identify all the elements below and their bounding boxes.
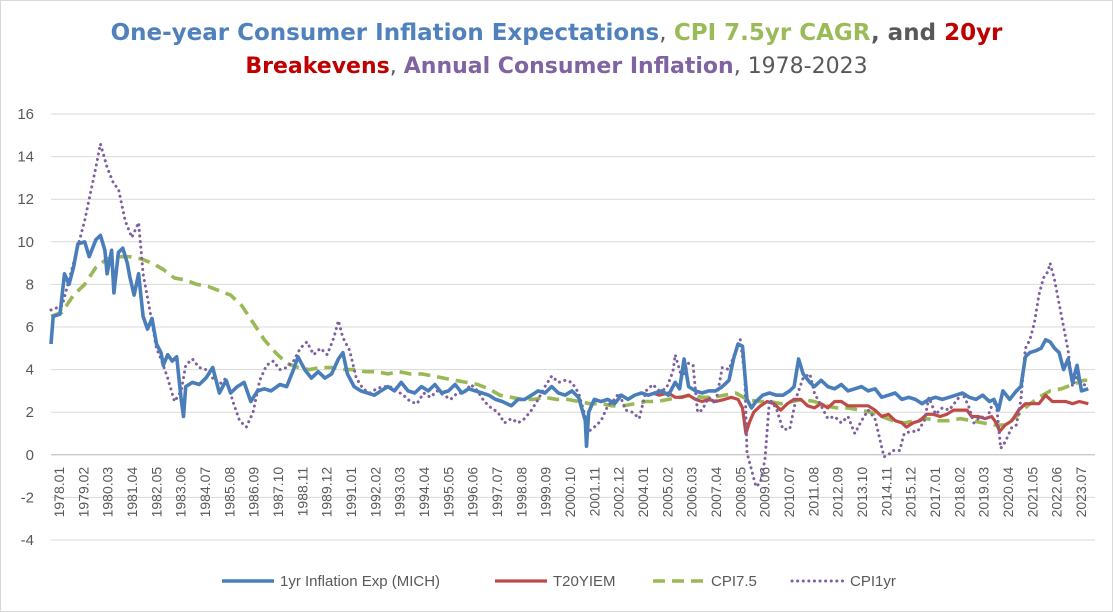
y-tick-label: 2 <box>26 404 34 421</box>
title-breakevens: Breakevens <box>245 54 390 79</box>
x-tick-label: 1987.10 <box>270 467 286 518</box>
x-tick-label: 1983.06 <box>173 467 189 518</box>
title-sep: , and <box>870 20 945 46</box>
x-tick-label: 1994.04 <box>416 467 432 518</box>
x-tick-label: 1993.03 <box>392 467 408 518</box>
title-years: 1978-2023 <box>747 54 868 79</box>
x-tick-label: 2021.05 <box>1024 467 1040 518</box>
legend-label: 1yr Inflation Exp (MICH) <box>280 573 440 590</box>
x-tick-label: 2020.04 <box>1000 467 1016 518</box>
x-tick-label: 2006.03 <box>684 467 700 518</box>
x-tick-label: 2008.05 <box>732 467 748 518</box>
x-tick-label: 2000.10 <box>562 467 578 518</box>
x-tick-label: 2019.03 <box>976 467 992 518</box>
x-tick-label: 2002.12 <box>611 467 627 518</box>
title-mich: One-year Consumer Inflation Expectations <box>110 20 660 46</box>
x-tick-label: 2012.09 <box>830 467 846 518</box>
x-tick-label: 1981.04 <box>124 467 140 518</box>
y-tick-label: 14 <box>17 149 34 166</box>
x-tick-label: 1986.09 <box>246 467 262 518</box>
y-tick-label: 12 <box>17 191 34 208</box>
y-tick-label: 6 <box>26 319 34 336</box>
y-tick-label: 8 <box>26 276 34 293</box>
x-tick-label: 2009.06 <box>757 467 773 518</box>
x-tick-label: 1996.06 <box>465 467 481 518</box>
x-tick-label: 2015.12 <box>903 467 919 518</box>
x-tick-label: 2010.07 <box>781 467 797 518</box>
x-tick-label: 2001.11 <box>586 467 602 517</box>
x-tick-label: 2013.10 <box>854 467 870 518</box>
y-tick-label: -2 <box>21 489 34 506</box>
x-tick-label: 1999.09 <box>538 467 554 518</box>
x-tick-label: 2005.02 <box>659 467 675 518</box>
title-cpi75: CPI 7.5yr CAGR <box>673 20 871 46</box>
legend-label: T20YIEM <box>553 573 616 590</box>
series-line-t20yiem <box>652 391 1089 436</box>
title-cpi1: Annual Consumer Inflation <box>403 54 734 79</box>
x-tick-label: 2017.01 <box>927 467 943 518</box>
x-tick-label: 2011.08 <box>805 467 821 517</box>
legend-label: CPI1yr <box>850 573 896 590</box>
title-20yr: 20yr <box>944 20 1003 46</box>
x-tick-label: 1997.07 <box>489 467 505 518</box>
title-sep: , <box>733 54 748 79</box>
x-tick-label: 1991.01 <box>343 467 359 518</box>
y-tick-label: 0 <box>26 447 34 464</box>
x-tick-label: 1984.07 <box>197 467 213 518</box>
x-tick-label: 1979.02 <box>75 467 91 518</box>
x-tick-label: 2007.04 <box>708 467 724 518</box>
x-tick-label: 1998.08 <box>513 467 529 518</box>
x-tick-label: 1988.11 <box>294 467 310 517</box>
x-tick-label: 2022.06 <box>1049 467 1065 518</box>
x-tick-label: 1978.01 <box>51 467 67 518</box>
x-tick-label: 1980.03 <box>100 467 116 518</box>
y-tick-label: 16 <box>17 106 34 123</box>
y-tick-label: 10 <box>17 234 34 251</box>
x-tick-label: 1989.12 <box>319 467 335 518</box>
title-sep: , <box>659 20 674 46</box>
x-tick-label: 1992.02 <box>367 467 383 518</box>
series-line-1yr-inflation-exp-mich- <box>49 233 1089 449</box>
y-tick-label: -4 <box>21 532 34 549</box>
x-tick-label: 2014.11 <box>878 467 894 517</box>
x-tick-label: 2018.02 <box>951 467 967 518</box>
legend-label: CPI7.5 <box>711 573 757 590</box>
x-tick-label: 2023.07 <box>1073 467 1089 518</box>
title-sep: , <box>389 54 404 79</box>
x-tick-label: 2004.01 <box>635 467 651 518</box>
x-tick-label: 1985.08 <box>221 467 237 518</box>
chart-title: One-year Consumer Inflation Expectations… <box>0 16 1113 84</box>
x-tick-label: 1982.05 <box>148 467 164 518</box>
x-tick-label: 1995.05 <box>440 467 456 518</box>
y-tick-label: 4 <box>26 362 34 379</box>
series-line-cpi1yr <box>49 142 1090 489</box>
